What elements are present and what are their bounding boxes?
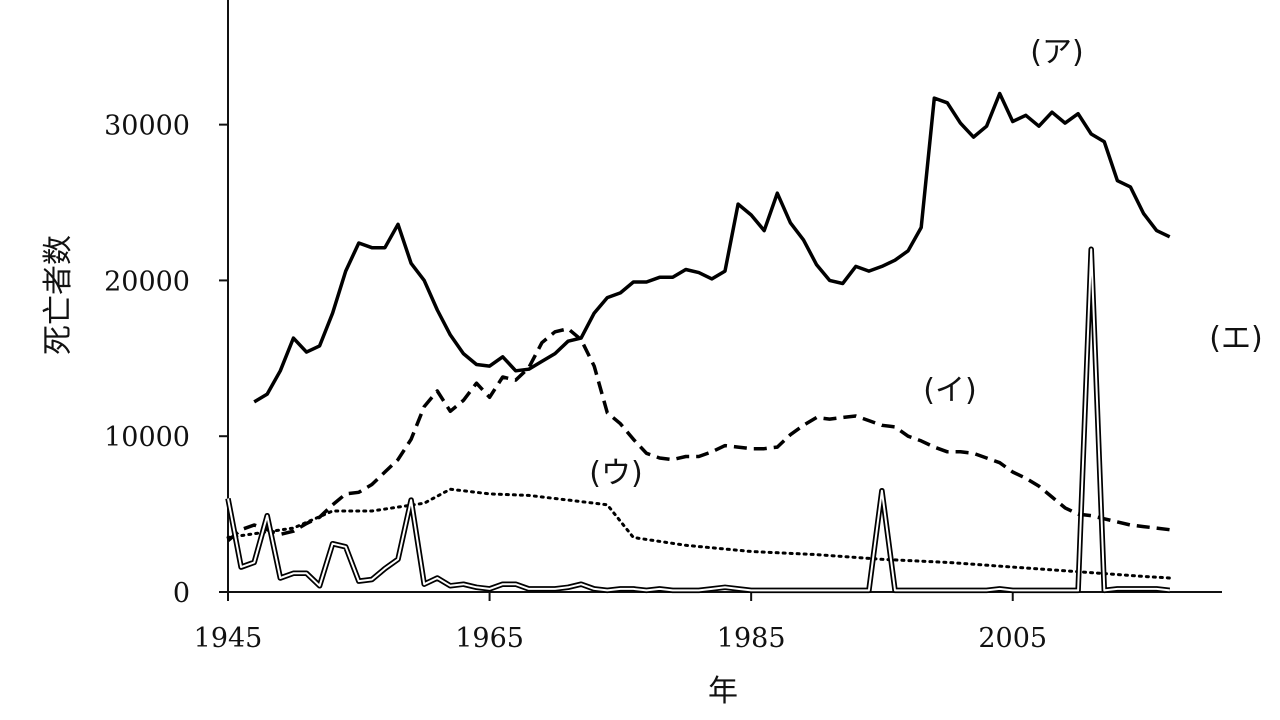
x-axis-title: 年: [708, 674, 738, 709]
ticks: 1945 1965 1985 2005 0 10000 20000 30000: [104, 111, 1047, 654]
x-tick-label: 2005: [978, 623, 1047, 654]
x-tick-label: 1985: [717, 623, 786, 654]
series-label: (エ): [1209, 321, 1262, 356]
labels: 年 死亡者数: [41, 235, 738, 709]
y-tick-label: 10000: [104, 422, 190, 453]
y-axis-title: 死亡者数: [41, 235, 76, 355]
y-tick-label: 0: [173, 578, 190, 609]
series-line: [226, 326, 1170, 542]
series-group: (ア) (イ) (ウ) (エ): [225, 35, 1263, 594]
series-label: (ウ): [589, 456, 642, 491]
x-tick-label: 1945: [194, 623, 263, 654]
series-line: [226, 487, 1172, 580]
y-tick-label: 20000: [104, 266, 190, 297]
series-line: [253, 91, 1171, 404]
series-line-outline: [225, 246, 1171, 594]
series-label: (イ): [923, 373, 976, 408]
series-label: (ア): [1030, 35, 1083, 70]
series-line-inner: [227, 248, 1170, 592]
x-tick-label: 1965: [455, 623, 524, 654]
axes: [227, 0, 1222, 593]
y-tick-label: 30000: [104, 111, 190, 142]
